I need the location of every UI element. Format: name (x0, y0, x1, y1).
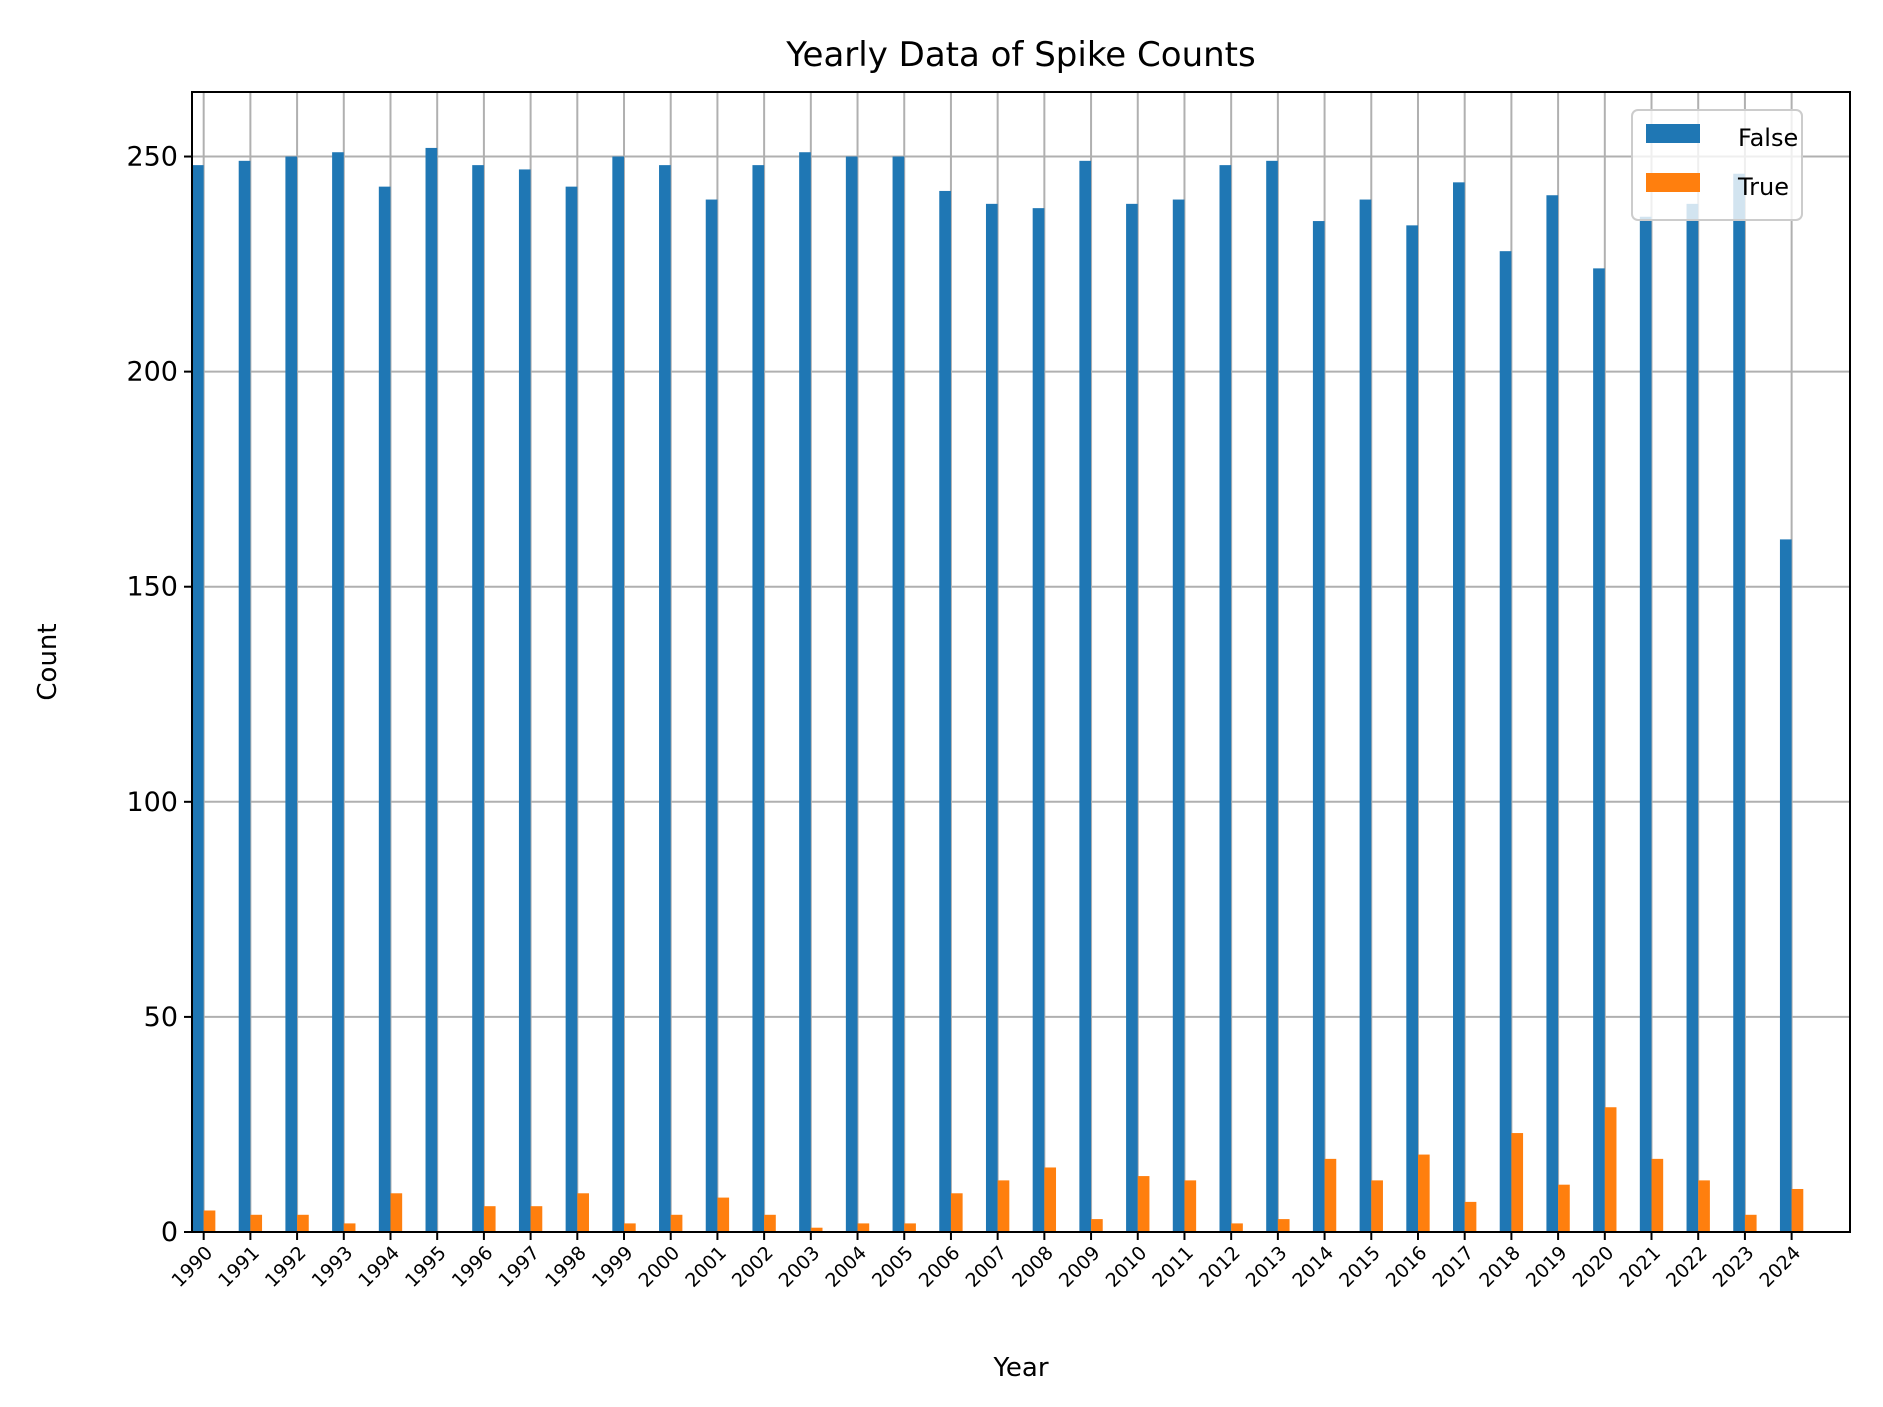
bar-true-2006 (950, 1193, 963, 1232)
bar-true-2024 (1791, 1188, 1804, 1232)
bar-false-1992 (285, 156, 298, 1232)
bar-true-2009 (1091, 1219, 1103, 1232)
bar-false-2011 (1172, 199, 1185, 1233)
bar-true-1994 (390, 1193, 403, 1232)
bar-true-2001 (717, 1197, 730, 1232)
legend-swatch-true (1646, 173, 1700, 192)
bar-true-1999 (624, 1223, 636, 1232)
bar-false-1998 (565, 186, 578, 1233)
bar-false-1990 (192, 165, 204, 1232)
bar-false-2010 (1126, 203, 1138, 1232)
bar-false-2015 (1359, 199, 1372, 1233)
bar-true-2014 (1324, 1158, 1337, 1232)
bar-false-1999 (612, 156, 625, 1232)
bar-true-1991 (250, 1214, 263, 1232)
legend-label-false: False (1738, 124, 1798, 152)
bar-false-2020 (1593, 268, 1605, 1233)
bar-false-2014 (1312, 221, 1325, 1232)
bar-true-2002 (764, 1214, 776, 1232)
bar-true-2008 (1044, 1167, 1057, 1232)
bar-false-2023 (1733, 173, 1745, 1233)
y-tick-label: 200 (126, 357, 178, 388)
bar-false-1994 (378, 186, 391, 1233)
bar-true-2007 (997, 1180, 1010, 1232)
bar-true-1997 (530, 1206, 543, 1232)
bar-true-1993 (343, 1223, 356, 1232)
bar-false-2004 (845, 156, 858, 1232)
bar-false-1991 (238, 160, 251, 1232)
bar-true-2004 (857, 1223, 870, 1232)
bar-false-2017 (1453, 182, 1465, 1233)
bar-true-2013 (1277, 1219, 1290, 1232)
bar-false-2008 (1032, 208, 1045, 1232)
bar-false-2006 (939, 190, 951, 1233)
bar-false-2005 (892, 156, 905, 1232)
bar-false-1993 (332, 152, 344, 1232)
y-tick-label: 150 (126, 572, 178, 603)
bar-true-2005 (904, 1223, 916, 1232)
y-tick-label: 0 (161, 1217, 178, 1248)
bar-true-2020 (1604, 1107, 1617, 1232)
bar-false-1997 (518, 169, 531, 1232)
bar-false-2022 (1686, 203, 1699, 1232)
bar-true-1990 (203, 1210, 216, 1232)
bar-false-2000 (659, 165, 671, 1232)
bar-true-2003 (810, 1227, 823, 1232)
bar-false-2002 (752, 165, 765, 1232)
bar-false-2016 (1406, 225, 1418, 1232)
y-axis: 0 50 100 150 200 250 (126, 142, 192, 1248)
bar-true-2015 (1371, 1180, 1383, 1232)
bar-true-2018 (1511, 1133, 1524, 1232)
bar-false-2021 (1639, 216, 1652, 1233)
bar-false-1996 (472, 165, 484, 1232)
chart-title: Yearly Data of Spike Counts (785, 35, 1255, 75)
bar-true-2019 (1558, 1184, 1570, 1232)
bar-true-2017 (1464, 1201, 1477, 1232)
bar-true-1998 (577, 1193, 589, 1232)
bar-false-2013 (1266, 160, 1278, 1232)
bar-true-2022 (1698, 1180, 1710, 1232)
bar-true-2010 (1137, 1176, 1150, 1232)
y-axis-label: Count (33, 623, 63, 700)
bar-false-2003 (799, 152, 811, 1232)
bar-true-2011 (1184, 1180, 1197, 1232)
bar-true-2016 (1417, 1154, 1430, 1232)
bar-false-2018 (1499, 251, 1512, 1233)
y-tick-label: 100 (126, 787, 178, 818)
legend-label-true: True (1737, 173, 1789, 201)
x-axis-label: Year (992, 1353, 1048, 1383)
bar-false-2007 (985, 203, 998, 1232)
legend: False True (1631, 109, 1803, 221)
bar-false-2001 (705, 199, 718, 1233)
bar-true-1992 (297, 1214, 309, 1232)
y-tick-label: 250 (126, 142, 178, 173)
bar-true-2000 (670, 1214, 683, 1232)
bar-false-2019 (1546, 195, 1559, 1233)
bar-true-2021 (1651, 1158, 1664, 1232)
bar-false-2012 (1219, 165, 1232, 1232)
bar-false-2024 (1779, 539, 1792, 1232)
plot-frame (191, 91, 1851, 1233)
bar-false-1995 (425, 147, 438, 1232)
bar-false-2009 (1079, 160, 1092, 1232)
bar-true-1996 (483, 1206, 496, 1232)
legend-swatch-false (1646, 124, 1700, 143)
bar-true-2012 (1231, 1223, 1243, 1232)
y-tick-label: 50 (144, 1002, 178, 1033)
bars (192, 147, 1804, 1233)
bar-true-2023 (1744, 1214, 1757, 1232)
